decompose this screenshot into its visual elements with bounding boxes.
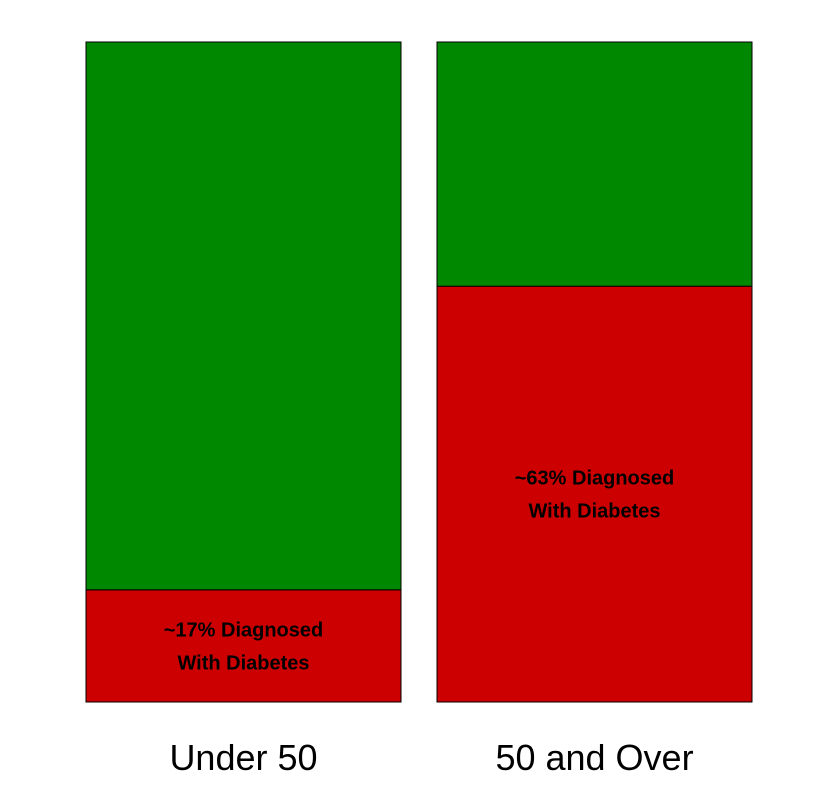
data-label-line: With Diabetes: [528, 501, 660, 523]
bar-segment-50-and-over-1: [436, 41, 753, 287]
data-label-line: ~63% Diagnosed: [515, 468, 675, 490]
data-label-line: ~17% Diagnosed: [164, 619, 324, 641]
bar-segment-50-and-over-0: [436, 285, 753, 703]
bar-segment-under-50-1: [85, 41, 402, 591]
data-label-line: With Diabetes: [177, 652, 309, 674]
data-label-50-and-over: ~63% Diagnosed With Diabetes: [515, 468, 675, 523]
category-label-50-and-over: 50 and Over: [495, 737, 693, 778]
data-label-under-50: ~17% Diagnosed With Diabetes: [164, 619, 324, 674]
category-label-under-50: Under 50: [169, 737, 317, 778]
bar-segment-under-50-0: [85, 589, 402, 703]
